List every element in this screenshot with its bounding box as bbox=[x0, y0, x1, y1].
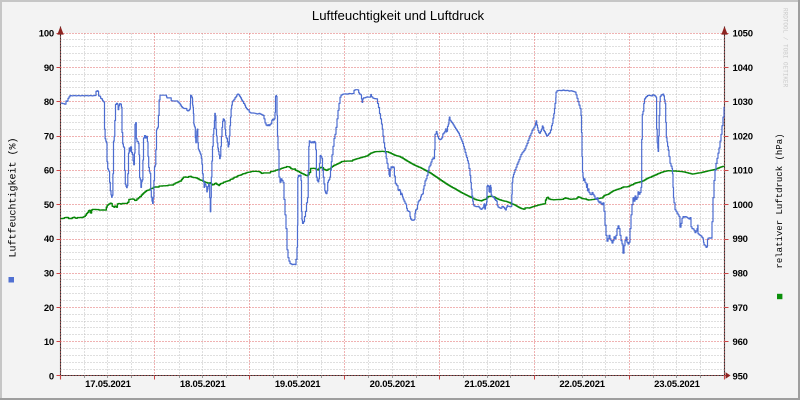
svg-text:RRDTOOL / TOBI OETIKER: RRDTOOL / TOBI OETIKER bbox=[782, 8, 789, 88]
svg-text:50: 50 bbox=[44, 200, 54, 211]
svg-text:22.05.2021: 22.05.2021 bbox=[559, 379, 605, 390]
svg-text:950: 950 bbox=[733, 371, 748, 382]
svg-text:relativer Luftdruck (hPa): relativer Luftdruck (hPa) bbox=[775, 133, 785, 268]
svg-text:20: 20 bbox=[44, 303, 54, 314]
svg-text:1030: 1030 bbox=[733, 97, 753, 108]
svg-text:70: 70 bbox=[44, 131, 54, 142]
svg-text:1040: 1040 bbox=[733, 63, 753, 74]
svg-text:21.05.2021: 21.05.2021 bbox=[464, 379, 510, 390]
svg-text:19.05.2021: 19.05.2021 bbox=[275, 379, 321, 390]
svg-text:40: 40 bbox=[44, 234, 54, 245]
svg-text:Luftfeuchtigkeit und Luftdruck: Luftfeuchtigkeit und Luftdruck bbox=[312, 8, 485, 23]
svg-text:23.05.2021: 23.05.2021 bbox=[654, 379, 700, 390]
svg-text:960: 960 bbox=[733, 337, 748, 348]
svg-text:80: 80 bbox=[44, 97, 54, 108]
svg-text:1020: 1020 bbox=[733, 131, 753, 142]
svg-text:990: 990 bbox=[733, 234, 748, 245]
svg-text:970: 970 bbox=[733, 303, 748, 314]
svg-text:17.05.2021: 17.05.2021 bbox=[85, 379, 131, 390]
svg-text:20.05.2021: 20.05.2021 bbox=[370, 379, 416, 390]
svg-text:1010: 1010 bbox=[733, 166, 753, 177]
svg-text:0: 0 bbox=[49, 371, 54, 382]
svg-text:10: 10 bbox=[44, 337, 54, 348]
svg-text:90: 90 bbox=[44, 63, 54, 74]
svg-text:100: 100 bbox=[39, 29, 54, 40]
svg-text:1000: 1000 bbox=[733, 200, 753, 211]
svg-text:980: 980 bbox=[733, 269, 748, 280]
svg-text:1050: 1050 bbox=[733, 29, 753, 40]
svg-text:Luftfeuchtigkeit (%): Luftfeuchtigkeit (%) bbox=[8, 137, 20, 257]
svg-text:18.05.2021: 18.05.2021 bbox=[180, 379, 226, 390]
svg-text:60: 60 bbox=[44, 166, 54, 177]
svg-text:30: 30 bbox=[44, 269, 54, 280]
